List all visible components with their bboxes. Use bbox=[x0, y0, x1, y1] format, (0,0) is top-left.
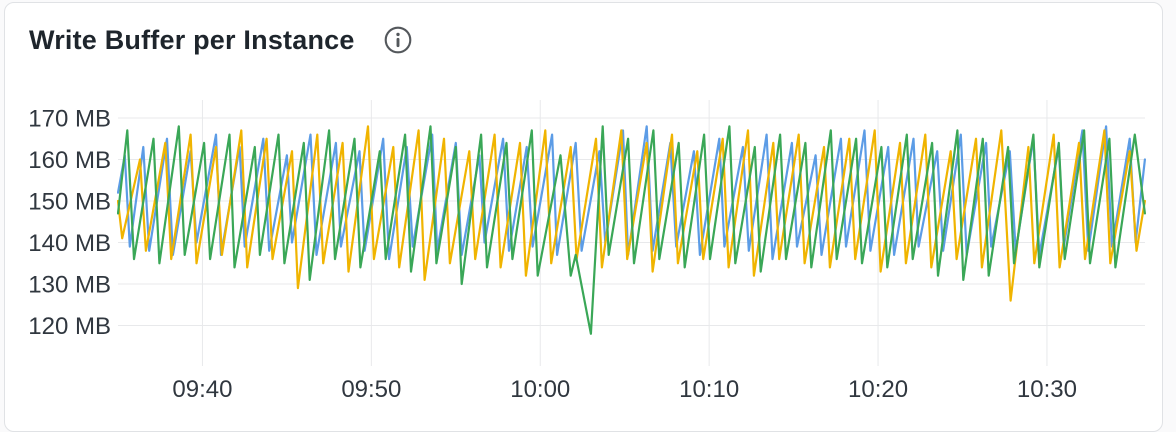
y-axis-tick-label: 170 MB bbox=[28, 106, 111, 133]
panel-card: Write Buffer per Instance 170 MB 160 MB 15… bbox=[4, 2, 1163, 432]
y-axis-tick-label: 150 MB bbox=[28, 189, 111, 216]
x-axis-tick-label: 10:30 bbox=[1017, 376, 1077, 403]
x-axis-tick-label: 10:00 bbox=[510, 376, 570, 403]
info-icon[interactable] bbox=[383, 25, 413, 55]
x-axis-tick-label: 10:10 bbox=[679, 376, 739, 403]
y-axis-tick-label: 160 MB bbox=[28, 147, 111, 174]
chart-area[interactable]: 170 MB 160 MB 150 MB 140 MB 130 MB 120 MB 09:4… bbox=[5, 3, 1176, 411]
x-axis-tick-label: 10:20 bbox=[848, 376, 908, 403]
x-axis-tick-label: 09:50 bbox=[341, 376, 401, 403]
y-axis-tick-label: 140 MB bbox=[28, 230, 111, 257]
panel-title: Write Buffer per Instance bbox=[29, 24, 355, 55]
series-line-blue[interactable] bbox=[117, 125, 1146, 261]
x-axis-tick-label: 09:40 bbox=[172, 376, 232, 403]
y-axis-tick-label: 120 MB bbox=[28, 313, 111, 340]
series-line-green[interactable] bbox=[117, 125, 1146, 335]
info-circle-icon bbox=[384, 26, 411, 54]
y-axis-tick-label: 130 MB bbox=[28, 272, 111, 299]
panel-header: Write Buffer per Instance bbox=[29, 20, 1142, 60]
